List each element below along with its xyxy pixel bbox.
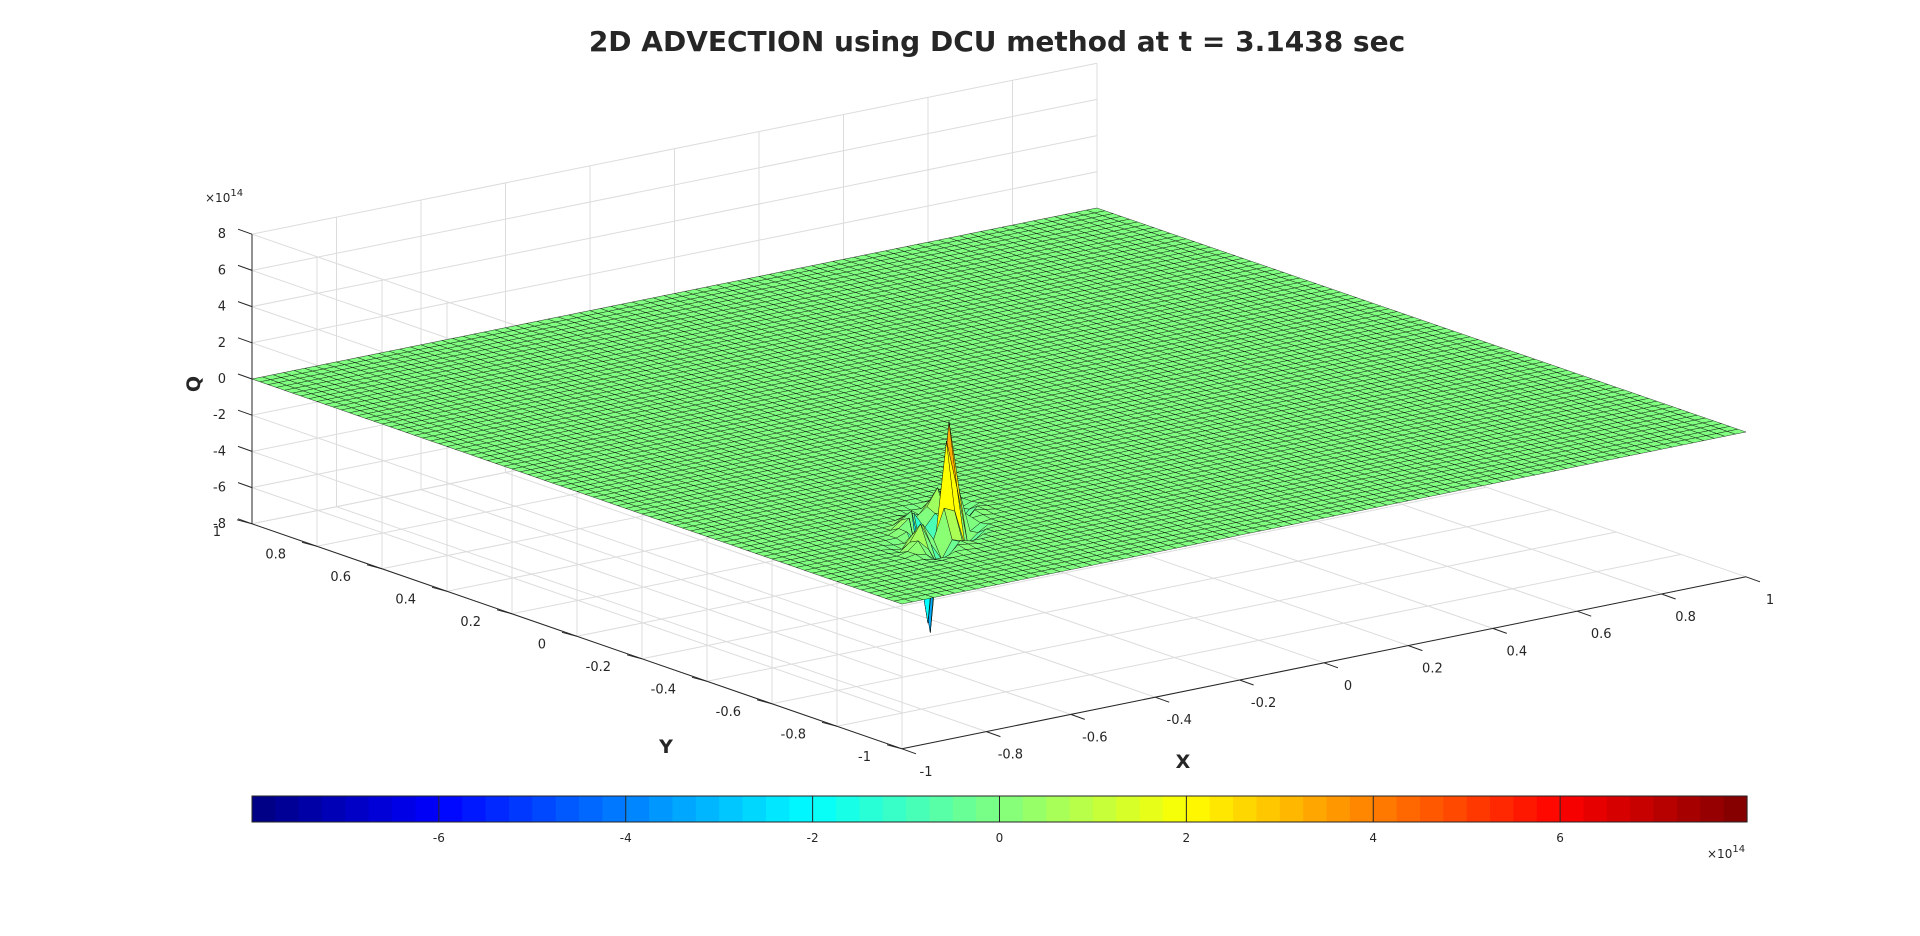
floor-grid-y	[641, 486, 1487, 660]
floor-grid-y	[706, 509, 1552, 682]
floor-grid-y	[771, 531, 1617, 705]
back-wall-grid-z	[251, 135, 1098, 308]
floor-grid-y	[836, 553, 1682, 727]
left-wall-grid-z	[251, 414, 903, 641]
left-wall-grid-z	[251, 487, 903, 714]
surface-mesh	[251, 207, 1747, 633]
back-wall-grid-z	[251, 171, 1098, 344]
left-wall-grid-z	[251, 450, 903, 677]
back-wall-grid-z	[251, 62, 1098, 235]
chart-title: 2D ADVECTION using DCU method at t = 3.1…	[589, 25, 1405, 58]
back-wall-grid-z	[251, 98, 1098, 271]
